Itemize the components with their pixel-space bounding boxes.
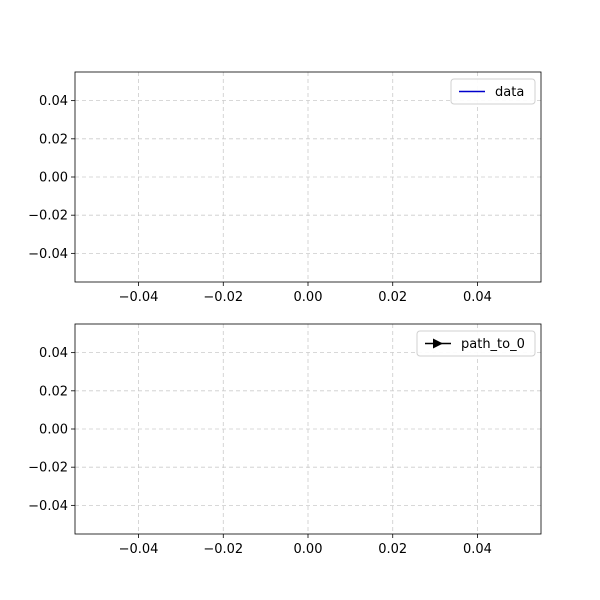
legend-label: data [495, 85, 524, 100]
x-tick-label: −0.04 [119, 290, 159, 305]
arrow-marker-icon [433, 338, 443, 349]
legend-box [450, 78, 536, 105]
y-tick-label: 0.02 [39, 132, 68, 147]
x-tick-label: −0.04 [119, 542, 159, 557]
y-tick-label: 0.00 [39, 171, 68, 186]
y-tick-label: −0.02 [28, 461, 68, 476]
y-tick-label: 0.02 [39, 384, 68, 399]
legend-label: path_to_0 [461, 337, 525, 352]
bottom-subplot: −0.04 −0.02 0.00 0.02 0.04 −0.04 −0.02 0.00 0.02… [28, 323, 542, 557]
y-tick-label: 0.00 [39, 423, 68, 438]
x-tick-label: 0.00 [294, 542, 323, 557]
legend: data [450, 78, 536, 105]
y-tick-label: −0.04 [28, 499, 68, 514]
legend-box [416, 330, 536, 357]
top-subplot: −0.04 −0.02 0.00 0.02 0.04 −0.04 −0.02 0.00 0.02… [28, 71, 542, 305]
y-tick-label: −0.02 [28, 209, 68, 224]
x-tick-label: 0.02 [378, 290, 407, 305]
x-tick-label: 0.02 [378, 542, 407, 557]
axes-frame [74, 71, 542, 283]
y-tick-label: 0.04 [39, 94, 68, 109]
axes-frame [74, 323, 542, 535]
x-tick-label: 0.04 [463, 542, 492, 557]
y-tick-label: −0.04 [28, 247, 68, 262]
legend: path_to_0 [416, 330, 536, 357]
x-tick-label: 0.04 [463, 290, 492, 305]
x-tick-label: 0.00 [294, 290, 323, 305]
y-tick-label: 0.04 [39, 346, 68, 361]
x-tick-label: −0.02 [203, 542, 243, 557]
x-tick-label: −0.02 [203, 290, 243, 305]
